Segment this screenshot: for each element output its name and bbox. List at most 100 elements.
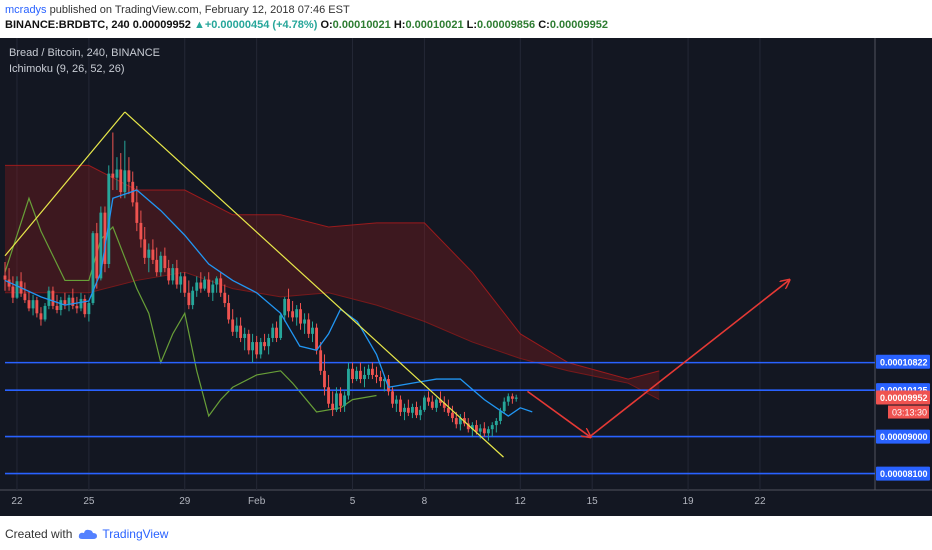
candle-body — [439, 399, 442, 403]
candle — [514, 394, 518, 402]
footer: Created with TradingView — [5, 527, 168, 541]
candle — [367, 364, 371, 380]
candle — [15, 276, 19, 299]
candle-body — [506, 396, 510, 402]
candle-body — [143, 239, 147, 258]
candle-body — [99, 212, 103, 279]
candle — [191, 286, 195, 310]
price-badge-label: 0.00009952 — [880, 393, 928, 403]
candle — [299, 303, 302, 330]
candle — [291, 300, 295, 322]
candle-body — [179, 276, 183, 285]
candle-body — [119, 169, 123, 193]
candle — [87, 300, 91, 322]
candle-body — [135, 202, 139, 223]
candle — [163, 247, 167, 273]
candle-body — [223, 292, 227, 304]
candle-body — [283, 298, 287, 316]
candle-body — [207, 279, 211, 293]
candle-body — [335, 393, 338, 410]
candle-body — [115, 169, 119, 178]
candle-body — [394, 399, 398, 404]
candle-body — [147, 249, 151, 258]
candle — [207, 272, 211, 297]
candle-body — [59, 300, 63, 311]
conversion-line — [4, 189, 533, 417]
candle-body — [103, 212, 107, 264]
price-chart[interactable]: 0.000081000.000090000.000101250.00010822… — [0, 38, 932, 516]
candle — [59, 296, 63, 316]
candle — [155, 247, 159, 277]
price-badge — [876, 429, 930, 444]
candle — [199, 272, 203, 293]
candle-body — [415, 406, 418, 416]
candle — [71, 288, 75, 310]
candle — [375, 366, 378, 384]
candle-body — [475, 425, 478, 432]
candle-body — [219, 278, 223, 293]
candle-body — [71, 297, 75, 306]
candle-body — [454, 418, 458, 425]
candle — [247, 329, 251, 355]
price-badge-label: 0.00009000 — [880, 432, 928, 442]
candle-body — [51, 290, 55, 306]
candle — [446, 399, 450, 417]
candle — [442, 396, 446, 412]
candle-body — [307, 319, 311, 334]
candle — [331, 391, 335, 417]
lagging-span-line — [4, 196, 377, 418]
candle — [215, 276, 219, 293]
x-tick-label: 29 — [179, 496, 191, 507]
candle-body — [406, 407, 410, 413]
candle-body — [382, 379, 386, 382]
candle — [55, 294, 59, 314]
candle-body — [263, 342, 266, 347]
candle — [159, 251, 163, 277]
candle — [35, 296, 39, 318]
candle-body — [466, 423, 470, 430]
publish-line: mcradys published on TradingView.com, Fe… — [5, 4, 350, 16]
indicator-label[interactable]: Ichimoku (9, 26, 52, 26) — [9, 63, 125, 75]
candle — [219, 272, 223, 297]
candle — [127, 157, 131, 195]
candle — [494, 418, 498, 433]
up-arrow-icon: ▲ — [193, 19, 205, 31]
candle — [211, 280, 215, 301]
candle-body — [191, 290, 195, 306]
candle — [271, 323, 275, 343]
senkou-span-b — [5, 271, 660, 401]
candle — [99, 206, 103, 281]
candle-body — [411, 406, 414, 413]
candle — [235, 317, 239, 338]
x-tick-label: 19 — [682, 496, 694, 507]
price-badge — [876, 466, 930, 481]
candle-body — [227, 303, 231, 320]
candle — [427, 391, 430, 406]
candle — [263, 333, 266, 351]
candle — [47, 286, 51, 310]
candle-body — [155, 259, 159, 273]
candle-body — [7, 279, 11, 287]
tradingview-brand-link[interactable]: TradingView — [102, 527, 169, 541]
x-tick-label: 8 — [422, 496, 428, 507]
candle — [255, 335, 259, 359]
candle-body — [311, 327, 314, 334]
candle — [327, 374, 330, 408]
high-label: H: — [393, 19, 406, 31]
candle-body — [79, 298, 83, 309]
candle — [482, 422, 486, 437]
candle-body — [446, 407, 450, 413]
candle — [63, 292, 67, 310]
candle-body — [27, 300, 31, 309]
candle-body — [91, 233, 95, 304]
candle-body — [171, 268, 175, 281]
x-tick-label: 15 — [587, 496, 599, 507]
candle — [275, 321, 278, 343]
candle-body — [31, 300, 35, 309]
candle-body — [23, 293, 27, 301]
candle — [458, 413, 462, 431]
close-value: 0.00009952 — [549, 19, 608, 31]
author-link[interactable]: mcradys — [5, 4, 47, 16]
candle — [403, 403, 406, 421]
created-with-text: Created with — [5, 527, 73, 541]
